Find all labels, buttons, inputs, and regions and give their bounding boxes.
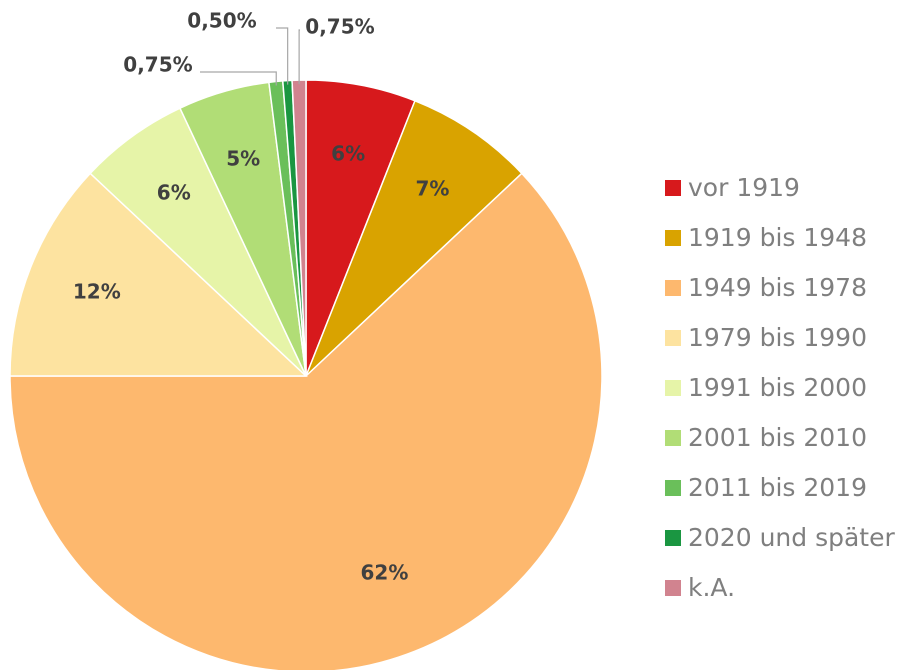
data-label: 0,50% bbox=[187, 9, 256, 33]
data-label: 12% bbox=[73, 280, 121, 304]
legend-label: 1991 bis 2000 bbox=[688, 373, 867, 402]
legend-swatch bbox=[665, 580, 681, 596]
legend-label: 1979 bis 1990 bbox=[688, 323, 867, 352]
data-label: 62% bbox=[361, 561, 409, 585]
leader-line bbox=[200, 71, 277, 86]
pie-slice bbox=[9, 172, 603, 670]
legend-label: 2011 bis 2019 bbox=[688, 473, 867, 502]
legend-label: 2020 und später bbox=[688, 523, 895, 552]
legend-swatch bbox=[665, 330, 681, 346]
data-label: 0,75% bbox=[305, 15, 374, 39]
legend-label: vor 1919 bbox=[688, 173, 800, 202]
legend-swatch bbox=[665, 180, 681, 196]
legend-swatch bbox=[665, 380, 681, 396]
data-label: 7% bbox=[415, 176, 449, 200]
data-label: 6% bbox=[157, 181, 191, 205]
leader-line bbox=[298, 29, 300, 85]
legend-swatch bbox=[665, 480, 681, 496]
leader-line bbox=[276, 27, 289, 85]
legend-swatch bbox=[665, 280, 681, 296]
data-label: 0,75% bbox=[123, 53, 192, 77]
legend-label: k.A. bbox=[688, 573, 735, 602]
legend-label: 1949 bis 1978 bbox=[688, 273, 867, 302]
pie-slice bbox=[305, 99, 523, 377]
legend-label: 1919 bis 1948 bbox=[688, 223, 867, 252]
legend-swatch bbox=[665, 530, 681, 546]
pie-slice bbox=[9, 172, 308, 377]
data-label: 5% bbox=[226, 146, 260, 170]
legend-swatch bbox=[665, 430, 681, 446]
legend-label: 2001 bis 2010 bbox=[688, 423, 867, 452]
data-label: 6% bbox=[331, 142, 365, 166]
legend-swatch bbox=[665, 230, 681, 246]
